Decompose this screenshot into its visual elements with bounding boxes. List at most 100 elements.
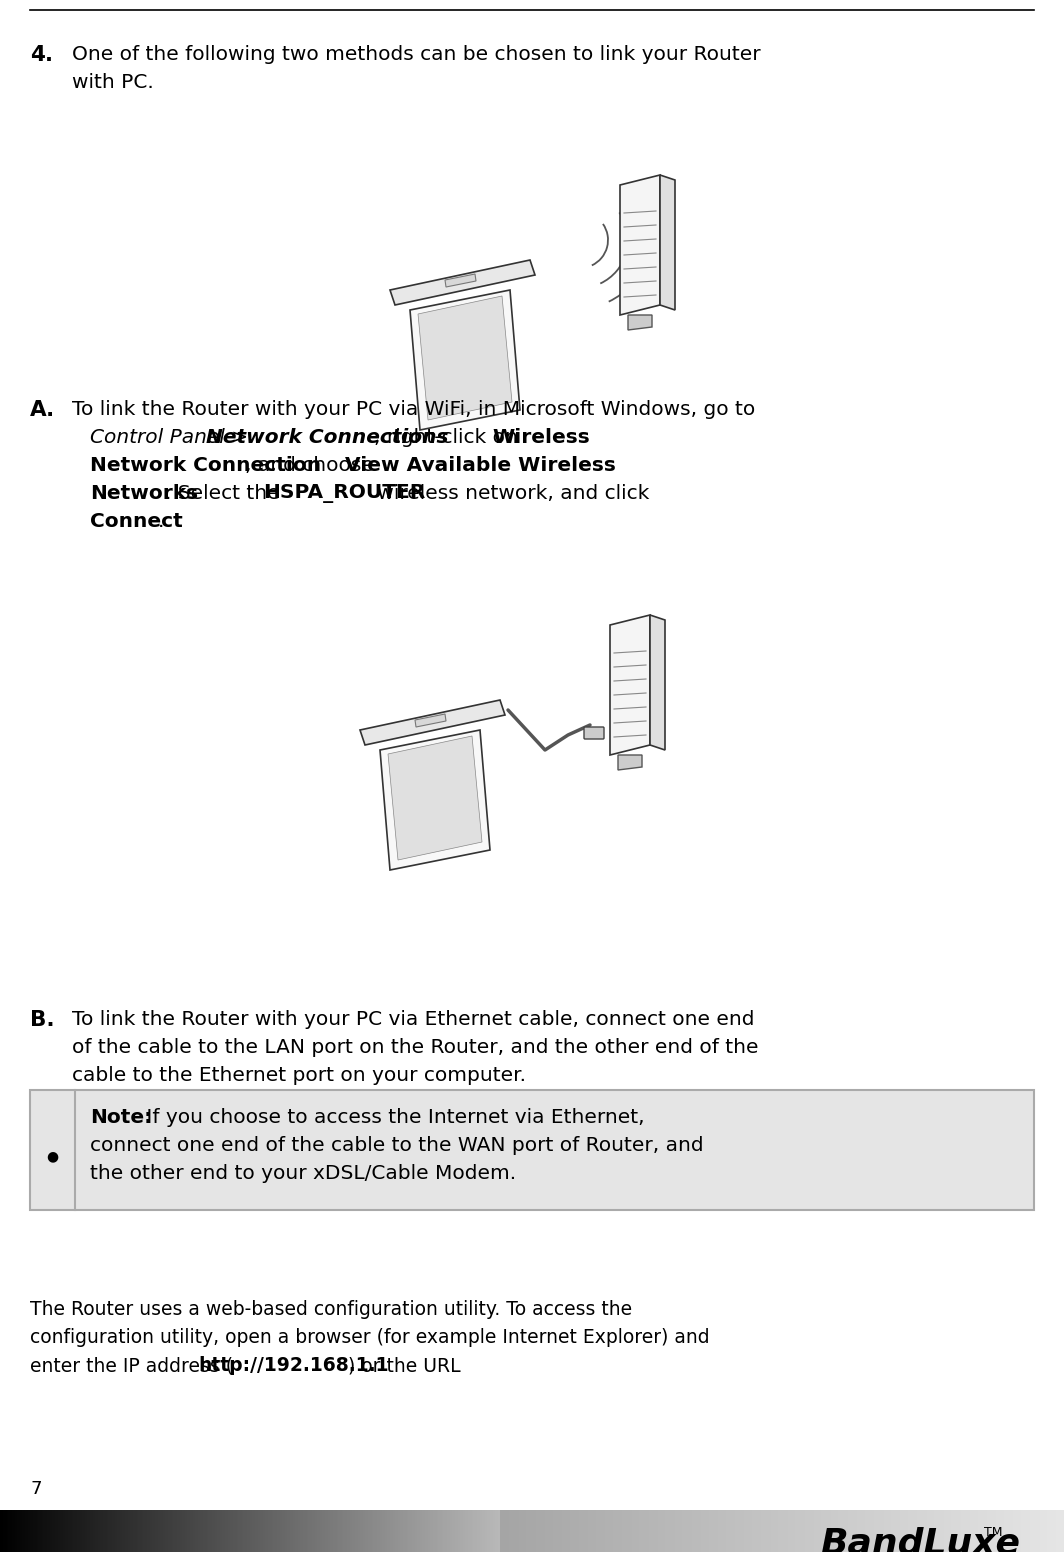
Bar xyxy=(118,1510,120,1552)
Bar xyxy=(537,1510,539,1552)
Bar xyxy=(18,1510,20,1552)
Bar xyxy=(581,1510,583,1552)
Text: One of the following two methods can be chosen to link your Router: One of the following two methods can be … xyxy=(72,45,761,64)
Text: . Select the: . Select the xyxy=(165,484,286,503)
Bar xyxy=(720,1510,722,1552)
Bar xyxy=(332,1510,334,1552)
Bar xyxy=(562,1510,564,1552)
Bar xyxy=(65,1510,67,1552)
Bar xyxy=(826,1510,828,1552)
Bar xyxy=(290,1510,293,1552)
Bar xyxy=(177,1510,179,1552)
Bar xyxy=(438,1510,440,1552)
Bar xyxy=(564,1510,566,1552)
Bar xyxy=(497,1510,499,1552)
Bar xyxy=(681,1510,683,1552)
Bar xyxy=(40,1510,43,1552)
Bar xyxy=(59,1510,61,1552)
Bar xyxy=(942,1510,944,1552)
Bar xyxy=(327,1510,329,1552)
Bar xyxy=(613,1510,615,1552)
Bar xyxy=(834,1510,837,1552)
Bar xyxy=(320,1510,322,1552)
Bar xyxy=(645,1510,647,1552)
Bar xyxy=(752,1510,754,1552)
Bar xyxy=(410,1510,412,1552)
Text: wireless network, and click: wireless network, and click xyxy=(371,484,649,503)
Bar xyxy=(799,1510,801,1552)
Bar xyxy=(174,1510,178,1552)
Bar xyxy=(344,1510,346,1552)
Bar xyxy=(921,1510,924,1552)
Bar xyxy=(95,1510,97,1552)
Bar xyxy=(423,1510,426,1552)
Bar xyxy=(363,1510,366,1552)
Bar xyxy=(473,1510,476,1552)
Bar xyxy=(485,1510,487,1552)
Bar xyxy=(212,1510,214,1552)
Bar xyxy=(1062,1510,1064,1552)
Bar xyxy=(336,1510,338,1552)
Bar xyxy=(1054,1510,1057,1552)
Bar xyxy=(560,1510,563,1552)
Bar xyxy=(859,1510,862,1552)
Bar xyxy=(929,1510,931,1552)
Bar xyxy=(552,1510,555,1552)
Bar xyxy=(223,1510,226,1552)
Bar xyxy=(1030,1510,1032,1552)
Text: of the cable to the LAN port on the Router, and the other end of the: of the cable to the LAN port on the Rout… xyxy=(72,1038,759,1057)
Bar xyxy=(190,1510,193,1552)
Bar xyxy=(883,1510,886,1552)
Bar xyxy=(250,1510,252,1552)
Bar xyxy=(804,1510,807,1552)
Bar xyxy=(73,1510,76,1552)
Bar xyxy=(425,1510,427,1552)
Bar xyxy=(658,1510,661,1552)
FancyBboxPatch shape xyxy=(30,1090,1034,1211)
Bar xyxy=(600,1510,602,1552)
Bar xyxy=(380,1510,382,1552)
Bar xyxy=(312,1510,314,1552)
Bar xyxy=(445,1510,447,1552)
Bar xyxy=(24,1510,28,1552)
Bar xyxy=(268,1510,270,1552)
Bar xyxy=(233,1510,235,1552)
Bar xyxy=(853,1510,855,1552)
Bar xyxy=(15,1510,17,1552)
Bar xyxy=(80,1510,82,1552)
Bar xyxy=(282,1510,284,1552)
Bar xyxy=(412,1510,414,1552)
Bar xyxy=(844,1510,847,1552)
Bar xyxy=(525,1510,527,1552)
Bar xyxy=(209,1510,211,1552)
Bar xyxy=(904,1510,907,1552)
Bar xyxy=(218,1510,220,1552)
Bar xyxy=(240,1510,243,1552)
Bar xyxy=(510,1510,512,1552)
Bar xyxy=(1049,1510,1051,1552)
Bar xyxy=(188,1510,190,1552)
Bar xyxy=(132,1510,134,1552)
Bar xyxy=(988,1510,992,1552)
Bar xyxy=(488,1510,491,1552)
Bar xyxy=(866,1510,869,1552)
Bar xyxy=(932,1510,935,1552)
Bar xyxy=(453,1510,455,1552)
Bar xyxy=(112,1510,114,1552)
Bar xyxy=(248,1510,250,1552)
Bar xyxy=(492,1510,494,1552)
Bar xyxy=(547,1510,549,1552)
Bar xyxy=(313,1510,316,1552)
Bar xyxy=(400,1510,402,1552)
Bar xyxy=(688,1510,691,1552)
Bar xyxy=(622,1510,625,1552)
Bar xyxy=(124,1510,128,1552)
Bar xyxy=(801,1510,803,1552)
Bar xyxy=(654,1510,656,1552)
Bar xyxy=(767,1510,769,1552)
Bar xyxy=(292,1510,294,1552)
Bar xyxy=(515,1510,517,1552)
Bar xyxy=(90,1510,93,1552)
Bar xyxy=(377,1510,379,1552)
Bar xyxy=(192,1510,194,1552)
